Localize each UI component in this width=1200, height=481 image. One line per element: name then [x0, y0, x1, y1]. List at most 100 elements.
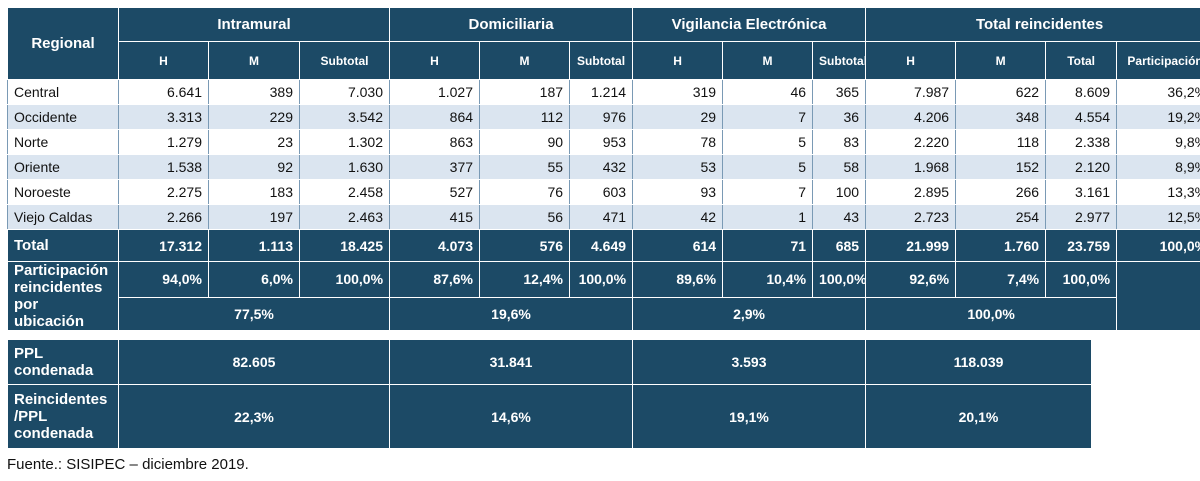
- table-cell: 8,9%: [1116, 154, 1200, 180]
- total-cell: 21.999: [865, 229, 957, 262]
- table-cell: 36: [812, 104, 867, 130]
- total-cell: 685: [812, 229, 867, 262]
- domiciliaria-header: Domiciliaria: [389, 7, 634, 42]
- table-cell: 976: [569, 104, 634, 130]
- reincidentes-ppl-label: Reincidentes /PPL condenada: [7, 384, 119, 449]
- table-cell: 118: [955, 129, 1047, 155]
- table-cell: 7: [722, 179, 814, 205]
- table-cell: 187: [479, 79, 571, 105]
- intramural-subtotal-header: Subtotal: [298, 41, 391, 80]
- vigilancia-m-header: M: [722, 41, 814, 80]
- table-cell: 863: [389, 129, 481, 155]
- total-cell: 1.113: [208, 229, 300, 262]
- table-cell: 7.030: [298, 79, 391, 105]
- table-cell: 365: [812, 79, 867, 105]
- total-m-header: M: [955, 41, 1047, 80]
- vigilancia-h-header: H: [632, 41, 724, 80]
- table-cell: 4.554: [1045, 104, 1118, 130]
- total-cell: 18.425: [298, 229, 391, 262]
- table-cell: 348: [955, 104, 1047, 130]
- participacion-cell: 100,0%: [569, 261, 634, 298]
- table-cell: 183: [208, 179, 300, 205]
- table-cell: 415: [389, 204, 481, 230]
- reincidentes-ppl-domiciliaria: 14,6%: [389, 384, 633, 449]
- total-h-header: H: [865, 41, 957, 80]
- table-row: Noroeste 2.275 183 2.458 527 76 603 93 7 100 2.895…: [7, 179, 1200, 205]
- total-cell: 23.759: [1045, 229, 1118, 262]
- table-cell: 53: [632, 154, 724, 180]
- ppl-domiciliaria: 31.841: [389, 339, 633, 385]
- table-cell: 76: [479, 179, 571, 205]
- table-cell: 1.968: [865, 154, 957, 180]
- table-cell: 46: [722, 79, 814, 105]
- table-cell: 1.027: [389, 79, 481, 105]
- table-cell: 2.266: [118, 204, 209, 230]
- table-cell: 3.542: [298, 104, 391, 130]
- region-name: Oriente: [7, 154, 119, 180]
- table-cell: 1.630: [298, 154, 391, 180]
- table-cell: 197: [208, 204, 300, 230]
- table-cell: 1.214: [569, 79, 634, 105]
- vigilancia-subtotal-header: Subtotal: [812, 41, 867, 80]
- table-cell: 603: [569, 179, 634, 205]
- ppl-table: PPL condenada 82.605 31.841 3.593 118.03…: [7, 339, 1092, 449]
- ubicacion-intramural: 77,5%: [117, 296, 391, 332]
- table-row: Occidente 3.313 229 3.542 864 112 976 29 7 36 4.20…: [7, 104, 1200, 130]
- participacion-empty-cell: [1116, 261, 1200, 331]
- total-label: Total: [7, 229, 119, 262]
- table-cell: 19,2%: [1116, 104, 1200, 130]
- reincidence-table: Regional Intramural Domiciliaria Vigilan…: [7, 7, 1200, 332]
- table-cell: 152: [955, 154, 1047, 180]
- table-cell: 93: [632, 179, 724, 205]
- participacion-label: Participación reincidentes por ubicación: [7, 261, 119, 331]
- table-cell: 1: [722, 204, 814, 230]
- region-name: Central: [7, 79, 119, 105]
- intramural-m-header: M: [208, 41, 300, 80]
- ppl-label: PPL condenada: [7, 339, 119, 385]
- total-cell: 1.760: [955, 229, 1047, 262]
- table-cell: 1.279: [118, 129, 209, 155]
- table-cell: 90: [479, 129, 571, 155]
- table-cell: 13,3%: [1116, 179, 1200, 205]
- ubicacion-domiciliaria: 19,6%: [389, 296, 634, 332]
- table-cell: 2.723: [865, 204, 957, 230]
- table-cell: 1.302: [298, 129, 391, 155]
- total-cell: 614: [632, 229, 724, 262]
- participacion-cell: 100,0%: [1045, 261, 1118, 298]
- table-cell: 4.206: [865, 104, 957, 130]
- region-name: Noroeste: [7, 179, 119, 205]
- intramural-header: Intramural: [117, 7, 391, 42]
- table-cell: 2.895: [865, 179, 957, 205]
- table-cell: 1.538: [118, 154, 209, 180]
- table-cell: 254: [955, 204, 1047, 230]
- ppl-intramural: 82.605: [118, 339, 390, 385]
- table-cell: 55: [479, 154, 571, 180]
- participacion-cell: 92,6%: [865, 261, 957, 298]
- table-cell: 2.977: [1045, 204, 1118, 230]
- ubicacion-vigilancia: 2,9%: [632, 296, 867, 332]
- table-cell: 3.161: [1045, 179, 1118, 205]
- table-cell: 43: [812, 204, 867, 230]
- total-row: Total 17.312 1.113 18.425 4.073 576 4.64…: [7, 229, 1200, 262]
- table-cell: 229: [208, 104, 300, 130]
- source-note: Fuente.: SISIPEC – diciembre 2019.: [7, 456, 249, 473]
- ubicacion-total: 100,0%: [865, 296, 1118, 332]
- participacion-cell: 94,0%: [118, 261, 209, 298]
- table-cell: 622: [955, 79, 1047, 105]
- participacion-section: Participación reincidentes por ubicación…: [7, 261, 1200, 332]
- table-cell: 112: [479, 104, 571, 130]
- ppl-total: 118.039: [865, 339, 1092, 385]
- table-cell: 953: [569, 129, 634, 155]
- ppl-vigilancia: 3.593: [632, 339, 866, 385]
- table-cell: 5: [722, 129, 814, 155]
- domiciliaria-m-header: M: [479, 41, 571, 80]
- total-cell: 17.312: [118, 229, 209, 262]
- table-cell: 527: [389, 179, 481, 205]
- table-cell: 92: [208, 154, 300, 180]
- table-cell: 377: [389, 154, 481, 180]
- table-cell: 42: [632, 204, 724, 230]
- table-cell: 2.338: [1045, 129, 1118, 155]
- reincidentes-ppl-row: Reincidentes /PPL condenada 22,3% 14,6% …: [7, 384, 1092, 449]
- total-cell: 576: [479, 229, 571, 262]
- reincidentes-ppl-vigilancia: 19,1%: [632, 384, 866, 449]
